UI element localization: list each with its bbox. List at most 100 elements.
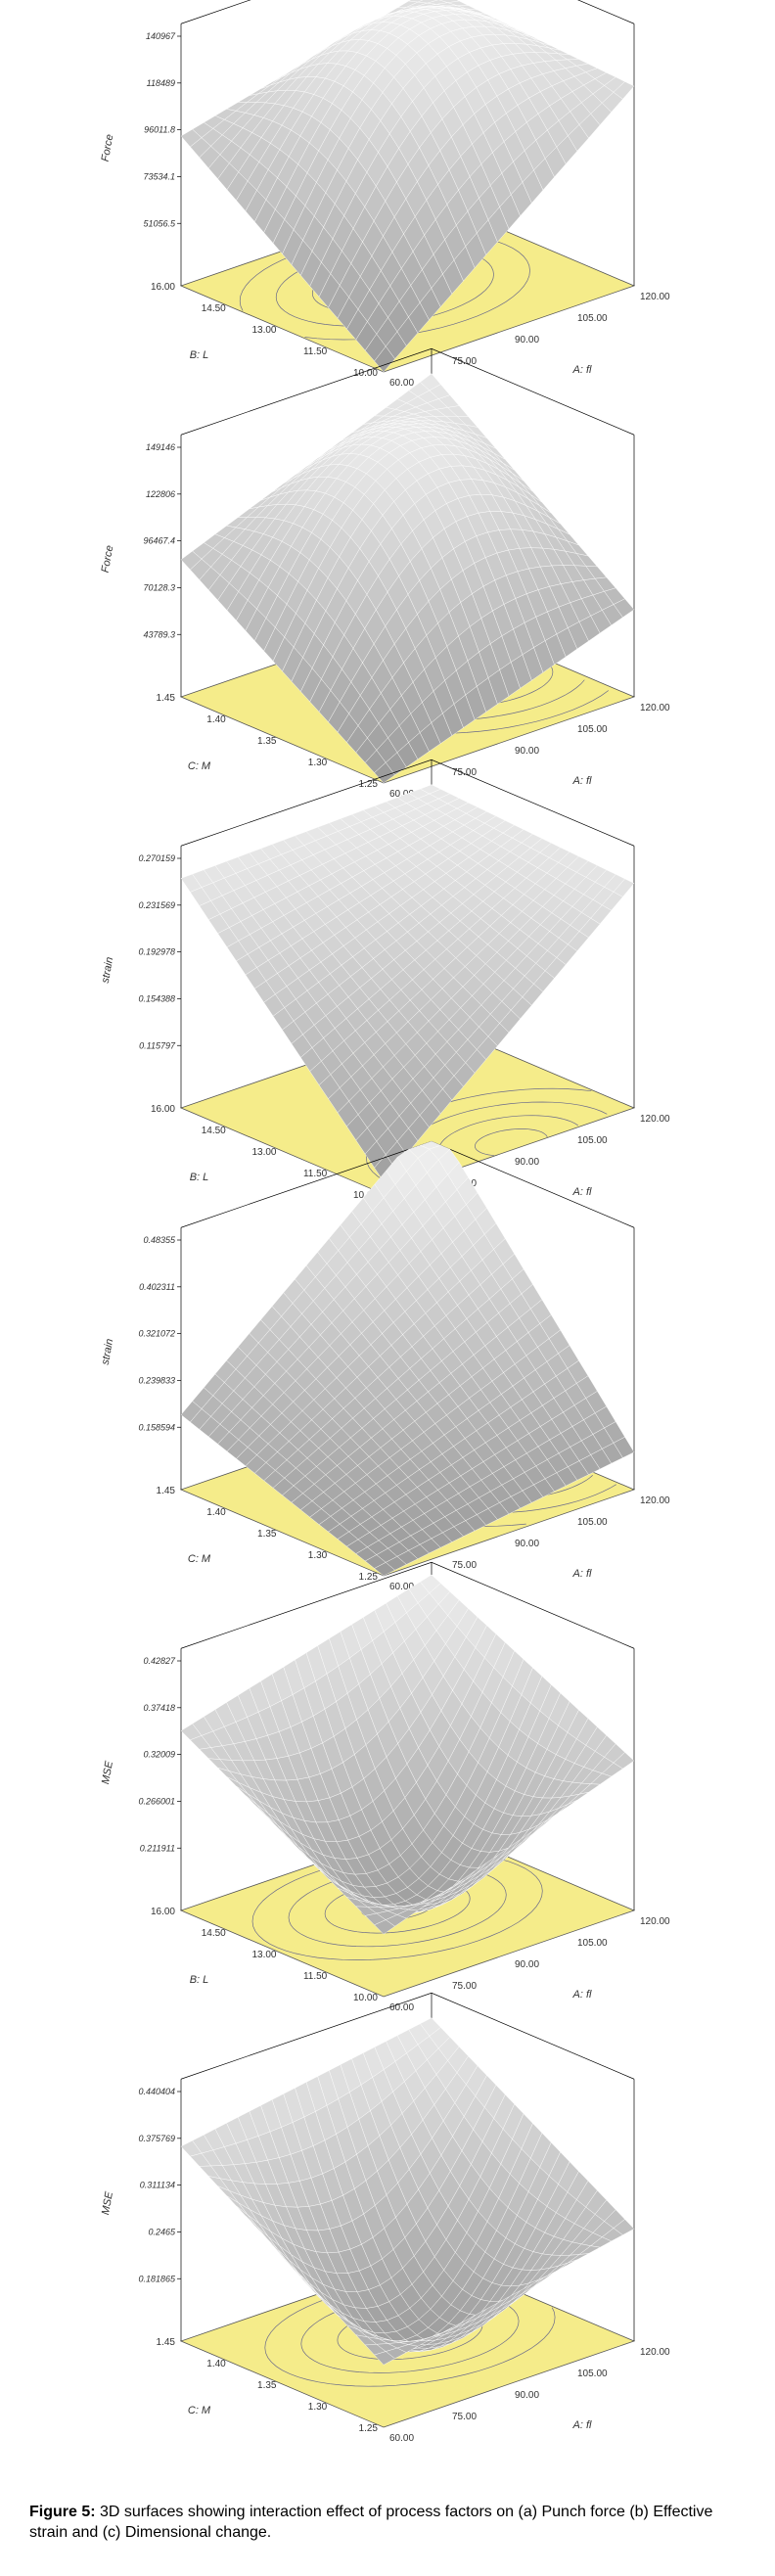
x-tick-label: 60.00 — [389, 789, 414, 800]
z-axis: 149146 122806 96467.4 70128.3 43789.3 — [143, 442, 181, 639]
y-axis-label: C: M — [188, 1553, 211, 1565]
y-axis: 16.00 14.50 13.00 11.50 10.00 — [151, 282, 378, 379]
x-tick-label: 105.00 — [577, 1135, 608, 1146]
z-tick-label: 149146 — [146, 442, 175, 452]
z-tick-label: 0.115797 — [139, 1040, 176, 1050]
x-axis-label: A: fl — [572, 2419, 593, 2431]
x-tick-label: 120.00 — [640, 1916, 670, 1927]
z-axis: 140967 118489 96011.8 73534.1 51056.5 — [143, 31, 181, 228]
y-tick-label: 16.00 — [151, 282, 175, 293]
z-tick-label: 0.181865 — [138, 2274, 176, 2283]
z-tick-label: 118489 — [147, 78, 175, 88]
z-tick-label: 0.37418 — [143, 1703, 175, 1713]
x-tick-label: 105.00 — [577, 2369, 608, 2379]
y-tick-label: 1.45 — [157, 1486, 176, 1496]
z-tick-label: 0.266001 — [138, 1796, 175, 1806]
z-axis-label: strain — [100, 956, 115, 985]
y-tick-label: 13.00 — [251, 1147, 276, 1158]
x-tick-label: 105.00 — [577, 313, 608, 324]
z-axis: 0.440404 0.375769 0.311134 0.2465 0.181865 — [138, 2087, 181, 2283]
z-tick-label: 0.270159 — [138, 853, 175, 863]
x-axis-label: A: fl — [572, 1989, 593, 2001]
x-tick-label: 60.00 — [389, 2002, 414, 2013]
y-tick-label: 1.30 — [308, 2402, 328, 2413]
z-tick-label: 96011.8 — [144, 125, 175, 135]
y-axis-label: C: M — [188, 2405, 211, 2416]
surface-mesh — [180, 2017, 635, 2366]
surface-mesh — [180, 1140, 635, 1577]
surface-mesh — [180, 1574, 635, 1935]
z-tick-label: 0.2465 — [148, 2227, 176, 2236]
z-tick-label: 0.321072 — [138, 1329, 175, 1339]
z-tick-label: 73534.1 — [143, 171, 175, 181]
y-tick-label: 14.50 — [202, 1126, 226, 1136]
y-tick-label: 1.45 — [157, 2337, 176, 2348]
figure-caption: Figure 5: 3D surfaces showing interactio… — [29, 2502, 753, 2543]
z-tick-label: 140967 — [146, 31, 176, 41]
x-tick-label: 105.00 — [577, 1517, 608, 1528]
y-tick-label: 1.40 — [206, 1507, 226, 1518]
z-tick-label: 43789.3 — [143, 629, 175, 639]
x-tick-label: 60.00 — [389, 378, 414, 389]
z-tick-label: 0.211911 — [140, 1843, 175, 1853]
z-tick-label: 96467.4 — [143, 536, 175, 546]
contour-line — [475, 1128, 548, 1157]
y-axis: 1.45 1.40 1.35 1.30 1.25 — [157, 693, 379, 790]
y-tick-label: 1.25 — [359, 779, 379, 790]
z-tick-label: 51056.5 — [143, 218, 176, 228]
z-axis-label: Force — [100, 544, 116, 574]
y-tick-label: 14.50 — [202, 1928, 226, 1939]
y-tick-label: 13.00 — [251, 325, 276, 336]
x-tick-label: 120.00 — [640, 292, 670, 302]
z-axis-label: Force — [100, 133, 116, 162]
y-axis-label: C: M — [188, 760, 211, 772]
z-tick-label: 0.239833 — [138, 1375, 175, 1385]
x-tick-label: 120.00 — [640, 703, 670, 713]
surface-plot-1: 140967 118489 96011.8 73534.1 51056.5 Force 16… — [0, 0, 775, 411]
z-tick-label: 0.154388 — [138, 993, 175, 1003]
z-axis-label: strain — [100, 1338, 115, 1366]
z-tick-label: 0.42827 — [143, 1656, 176, 1666]
x-tick-label: 75.00 — [452, 2412, 477, 2422]
y-tick-label: 1.35 — [257, 1529, 277, 1540]
x-tick-label: 90.00 — [515, 2390, 539, 2401]
z-tick-label: 0.231569 — [138, 900, 175, 910]
z-tick-label: 0.32009 — [143, 1750, 175, 1760]
z-tick-label: 0.440404 — [138, 2087, 175, 2096]
z-axis: 0.48355 0.402311 0.321072 0.239833 0.158594 — [138, 1235, 181, 1432]
surface-plot-4: 0.48355 0.402311 0.321072 0.239833 0.158594 s… — [0, 1140, 775, 1615]
z-tick-label: 0.311134 — [140, 2181, 175, 2190]
z-tick-label: 0.158594 — [138, 1422, 175, 1432]
surface-plot-2: 149146 122806 96467.4 70128.3 43789.3 Force 1.… — [0, 347, 775, 822]
surface-plot-3: 0.270159 0.231569 0.192978 0.154388 0.115797… — [0, 759, 775, 1233]
x-tick-label: 60.00 — [389, 2433, 414, 2444]
y-tick-label: 16.00 — [151, 1907, 175, 1917]
x-tick-label: 120.00 — [640, 2347, 670, 2358]
y-axis: 1.45 1.40 1.35 1.30 1.25 — [157, 2337, 379, 2434]
y-tick-label: 1.25 — [359, 1572, 379, 1583]
y-tick-label: 1.40 — [206, 2359, 226, 2369]
x-tick-label: 90.00 — [515, 1539, 539, 1549]
y-axis-label: B: L — [190, 349, 209, 361]
y-tick-label: 1.35 — [257, 736, 277, 747]
x-axis: 60.00 75.00 90.00 105.00 120.00 — [389, 1916, 670, 2013]
surface-mesh — [180, 373, 635, 784]
surface-plot-5: 0.42827 0.37418 0.32009 0.266001 0.211911 MSE… — [0, 1561, 775, 2036]
z-axis-label: MSE — [100, 1760, 115, 1785]
y-tick-label: 10.00 — [353, 368, 378, 379]
x-tick-label: 75.00 — [452, 1981, 477, 1992]
y-tick-label: 1.35 — [257, 2380, 277, 2391]
surface-plot-6: 0.440404 0.375769 0.311134 0.2465 0.181865 MS… — [0, 1992, 775, 2466]
z-axis: 0.42827 0.37418 0.32009 0.266001 0.211911 — [138, 1656, 181, 1853]
z-axis-label: MSE — [100, 2190, 115, 2216]
x-axis: 60.00 75.00 90.00 105.00 120.00 — [389, 1495, 670, 1592]
y-tick-label: 10.00 — [353, 1993, 378, 2003]
x-tick-label: 90.00 — [515, 1157, 539, 1168]
y-tick-label: 14.50 — [202, 303, 226, 314]
y-tick-label: 1.30 — [308, 758, 328, 768]
y-tick-label: 1.40 — [206, 714, 226, 725]
z-axis: 0.270159 0.231569 0.192978 0.154388 0.115797 — [138, 853, 181, 1050]
x-tick-label: 105.00 — [577, 724, 608, 735]
z-tick-label: 70128.3 — [143, 582, 175, 592]
